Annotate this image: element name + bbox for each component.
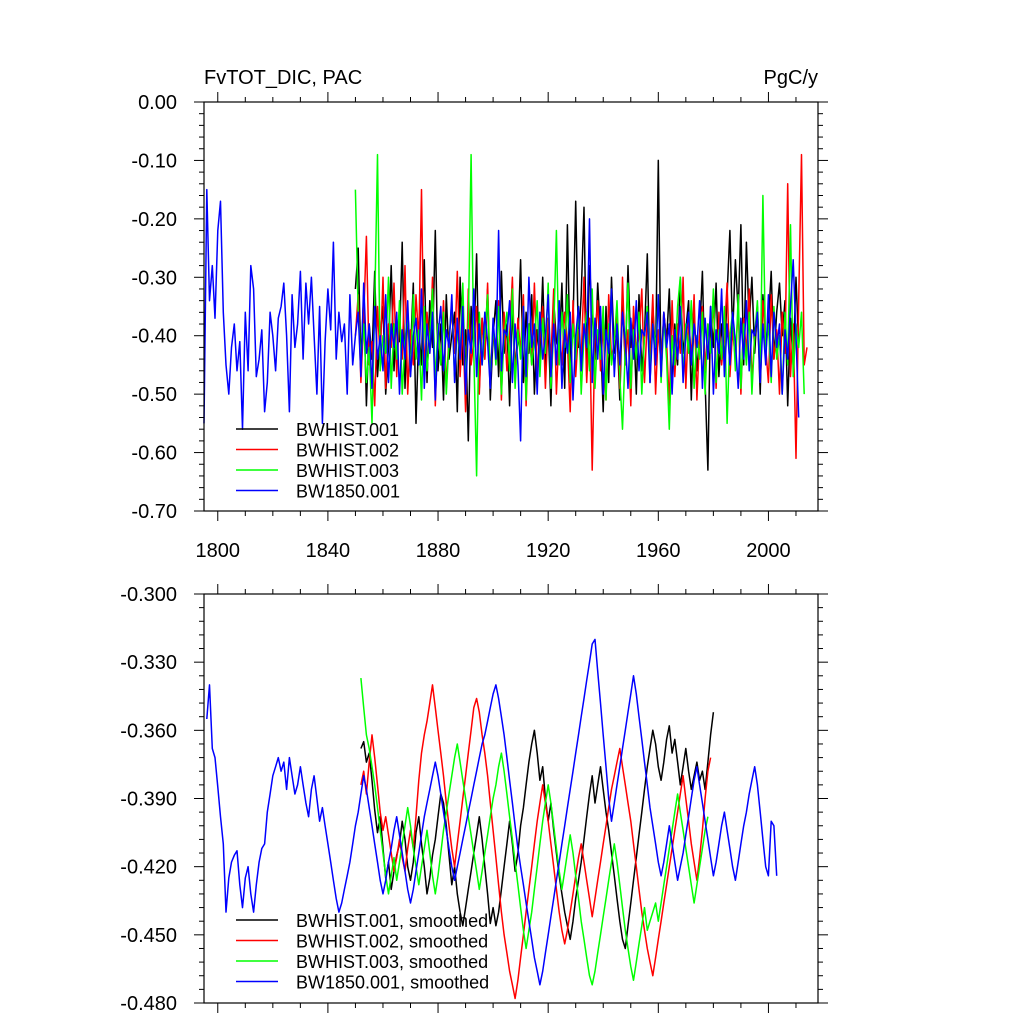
top-series-line-4 [203, 188, 800, 442]
bottom-panel: -0.300 -0.330 -0.360 -0.390 -0.420 -0.450 -0.4… [120, 584, 828, 1015]
bottom-series-line-4 [206, 638, 778, 986]
bottom-series-line-3 [360, 678, 709, 986]
top-y-tick-label: -0.40 [131, 326, 177, 348]
bottom-legend-label-1: BWHIST.001, smoothed [296, 911, 488, 931]
top-y-tick-label: -0.70 [131, 501, 177, 523]
bottom-legend-label-2: BWHIST.002, smoothed [296, 932, 488, 952]
top-x-tick-label: 1840 [306, 540, 351, 562]
top-x-tick-label: 1880 [416, 540, 461, 562]
bottom-y-tick-label: -0.420 [120, 857, 177, 879]
bottom-y-tick-label: -0.480 [120, 993, 177, 1015]
top-y-tick-label: -0.50 [131, 384, 177, 406]
bottom-legend-label-3: BWHIST.003, smoothed [296, 952, 488, 972]
bottom-y-tick-label: -0.300 [120, 584, 177, 606]
bottom-y-tick-label: -0.330 [120, 652, 177, 674]
bottom-y-tick-label: -0.390 [120, 789, 177, 811]
top-y-tick-label: 0.00 [138, 92, 177, 114]
top-legend-label-3: BWHIST.003 [296, 461, 399, 481]
top-legend-label-1: BWHIST.001 [296, 420, 399, 440]
top-panel: 1800 1840 1880 1920 1960 2000 0.00 -0.10 -0.20 -0… [131, 92, 828, 562]
top-x-tick-label: 1800 [196, 540, 241, 562]
top-legend-label-2: BWHIST.002 [296, 441, 399, 461]
bottom-series-line-2 [360, 684, 712, 1000]
bottom-y-tick-label: -0.360 [120, 720, 177, 742]
bottom-legend-label-4: BW1850.001, smoothed [296, 973, 489, 993]
top-y-tick-label: -0.60 [131, 443, 177, 465]
top-plot-frame [203, 101, 819, 512]
top-chart-units: PgC/y [764, 67, 818, 89]
top-x-tick-label: 2000 [746, 540, 791, 562]
bottom-y-tick-label: -0.450 [120, 925, 177, 947]
top-y-tick-label: -0.10 [131, 150, 177, 172]
bottom-series-line-1 [360, 712, 715, 950]
top-legend-label-4: BW1850.001 [296, 482, 400, 502]
top-chart-title: FvTOT_DIC, PAC [204, 67, 362, 89]
top-y-tick-label: -0.20 [131, 209, 177, 231]
top-x-tick-label: 1920 [526, 540, 571, 562]
top-x-tick-label: 1960 [636, 540, 681, 562]
top-y-tick-label: -0.30 [131, 267, 177, 289]
